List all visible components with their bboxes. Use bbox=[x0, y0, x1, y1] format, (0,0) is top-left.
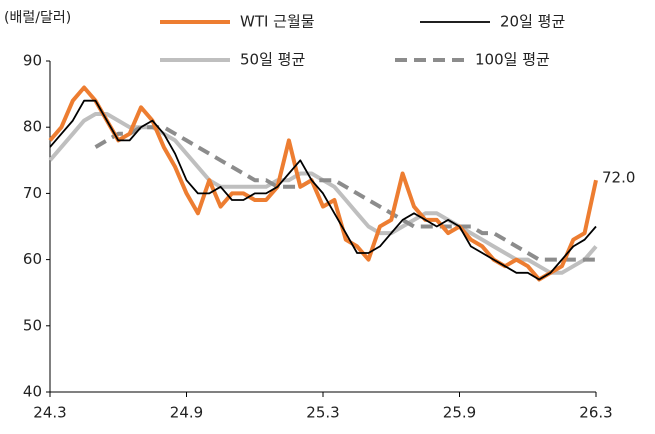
x-tick-label: 25.3 bbox=[306, 404, 339, 422]
y-tick-label: 50 bbox=[23, 316, 42, 334]
x-tick-label: 25.9 bbox=[443, 404, 476, 422]
series-line bbox=[49, 99, 597, 281]
legend-label: 100일 평균 bbox=[475, 51, 550, 69]
series-line bbox=[94, 125, 596, 262]
y-tick-label: 90 bbox=[23, 52, 42, 70]
x-tick-label: 24.3 bbox=[33, 404, 66, 422]
y-tick-label: 60 bbox=[23, 250, 42, 268]
y-axis-label: (배럴/달러) bbox=[4, 10, 71, 26]
y-tick-label: 40 bbox=[23, 383, 42, 401]
series-line bbox=[48, 85, 598, 282]
end-label: 72.0 bbox=[602, 169, 635, 187]
legend-label: 50일 평균 bbox=[240, 51, 305, 69]
x-tick-label: 26.3 bbox=[579, 404, 612, 422]
x-tick-label: 24.9 bbox=[170, 404, 203, 422]
y-tick-label: 70 bbox=[23, 184, 42, 202]
legend-label: 20일 평균 bbox=[500, 13, 565, 31]
legend-label: WTI 근월물 bbox=[240, 13, 315, 31]
y-tick-label: 80 bbox=[23, 118, 42, 136]
